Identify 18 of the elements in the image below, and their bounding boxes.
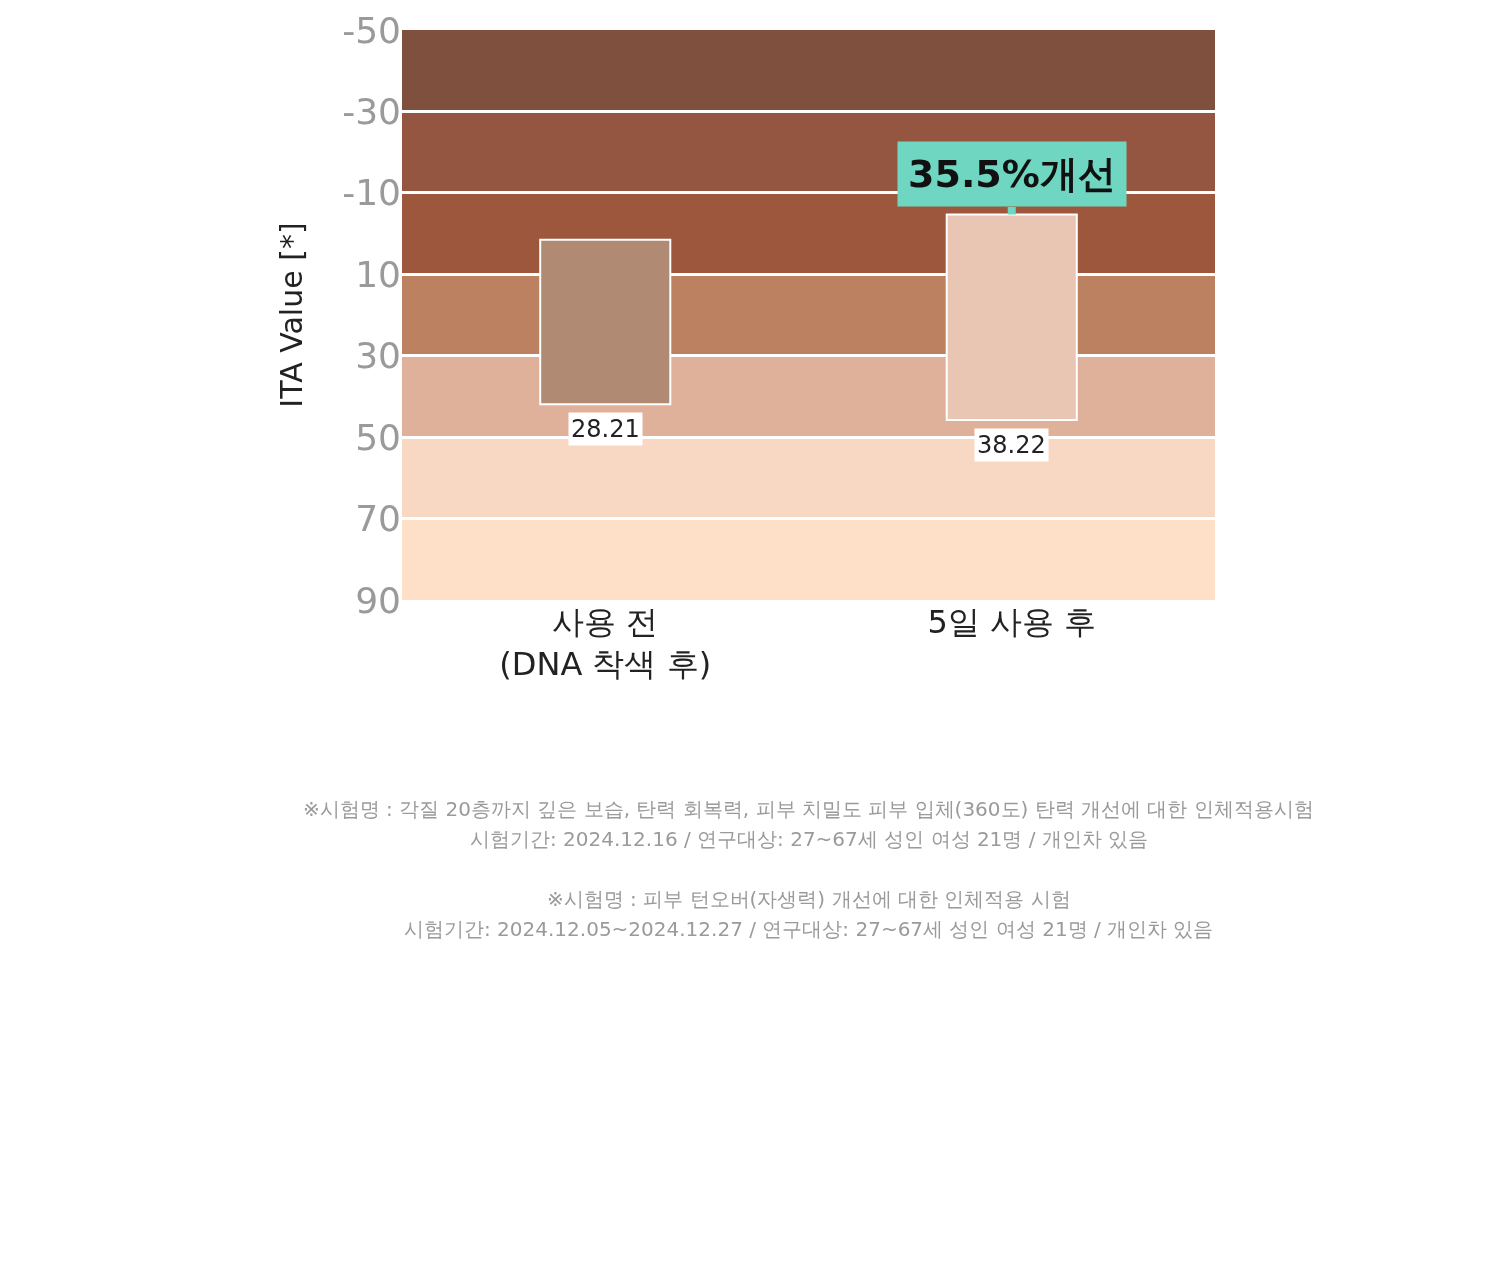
y-tick-label: 70 [355,498,401,540]
x-tick-label: 5일 사용 후 [927,603,1097,641]
y-tick-label: 10 [355,253,401,295]
x-tick-label: 사용 전 (DNA 착색 후) [499,603,712,683]
y-tick-label: 90 [355,579,401,621]
y-tick-label: -10 [342,172,401,214]
text: 시험기간: 2024.12.16 / 연구대상: 27~67세 성인 여성 21명 / 개인차 있음 [470,827,1149,851]
text: ※시험명 : 각질 20층까지 깊은 보습, 탄력 회복력, 피부 치밀도 피부 입체(360도) 탄력 개선에 대한 인체적용시험 [303,797,1314,821]
text: ※시험명 : 피부 턴오버(자생력) 개선에 대한 인체적용 시험 [547,887,1071,911]
y-tick-label: 50 [355,416,401,458]
y-tick-label: -30 [342,91,401,133]
y-tick-label: 30 [355,335,401,377]
text: 시험기간: 2024.12.05~2024.12.27 / 연구대상: 27~67세 성인 여성 21명 / 개인차 있음 [404,917,1214,941]
annotation: 28.21 [571,415,640,443]
annotation: 35.5%개선 [908,152,1116,196]
y-tick-label: -50 [342,9,401,51]
annotation: 38.22 [977,431,1046,459]
y-axis-title: ITA Value [*] [274,222,310,408]
